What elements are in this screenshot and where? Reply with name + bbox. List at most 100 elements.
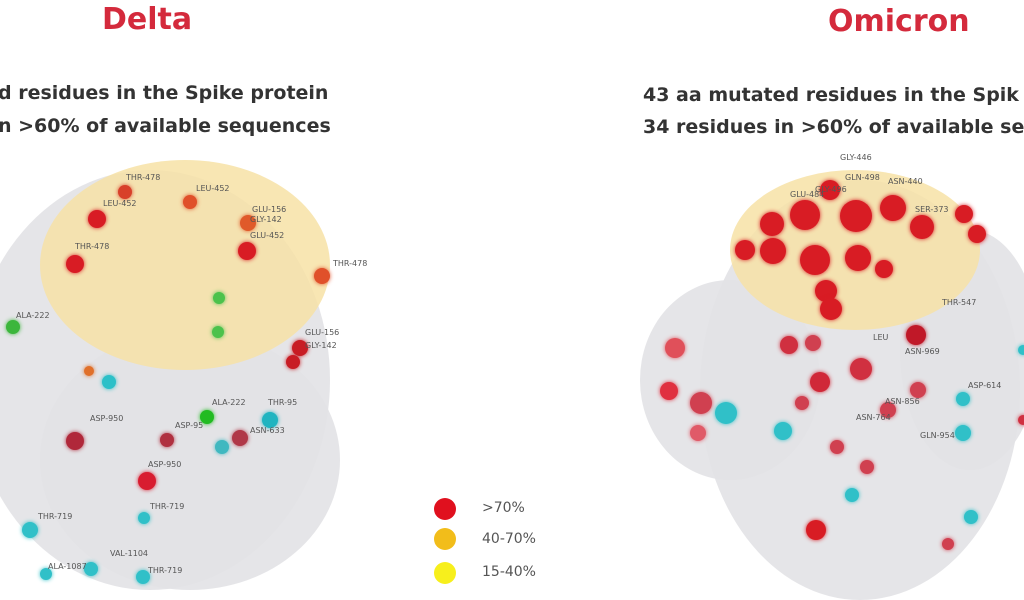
residue-label: THR-719 xyxy=(148,566,183,575)
residue-label: ASN-856 xyxy=(885,397,920,406)
residue-marker xyxy=(968,225,986,243)
residue-label: GLY-142 xyxy=(250,215,282,224)
residue-label: SER-373 xyxy=(915,205,949,214)
residue-label: ASP-950 xyxy=(90,414,124,423)
residue-label: THR-478 xyxy=(75,242,110,251)
residue-marker xyxy=(880,195,906,221)
residue-label: THR-719 xyxy=(38,512,73,521)
residue-marker xyxy=(790,200,820,230)
residue-label: GLU-156 xyxy=(305,328,340,337)
residue-marker xyxy=(660,382,678,400)
delta-subtitle-line1: d residues in the Spike protein xyxy=(0,82,329,104)
residue-marker xyxy=(6,320,20,334)
residue-marker xyxy=(665,338,685,358)
residue-marker xyxy=(955,205,973,223)
legend-dot-high xyxy=(434,498,456,520)
residue-marker xyxy=(160,433,174,447)
residue-marker xyxy=(138,512,150,524)
residue-marker xyxy=(840,200,872,232)
residue-label: THR-547 xyxy=(942,298,977,307)
residue-marker xyxy=(805,335,821,351)
residue-label: LEU-452 xyxy=(103,199,137,208)
residue-marker xyxy=(232,430,248,446)
residue-marker xyxy=(215,440,229,454)
residue-marker xyxy=(845,245,871,271)
residue-marker xyxy=(850,358,872,380)
residue-marker xyxy=(314,268,330,284)
residue-marker xyxy=(690,392,712,414)
residue-label: THR-719 xyxy=(150,502,185,511)
residue-marker xyxy=(213,292,225,304)
residue-label: LEU-452 xyxy=(196,184,230,193)
residue-marker xyxy=(795,396,809,410)
residue-marker xyxy=(238,242,256,260)
residue-marker xyxy=(183,195,197,209)
residue-label: GLU-452 xyxy=(250,231,285,240)
residue-label: THR-95 xyxy=(268,398,298,407)
residue-marker xyxy=(138,472,156,490)
omicron-subtitle-line2: 34 residues in >60% of available se xyxy=(643,116,1024,138)
residue-label: ASN-440 xyxy=(888,177,923,186)
residue-marker xyxy=(774,422,792,440)
residue-label: VAL-1104 xyxy=(110,549,148,558)
residue-label: GLY-142 xyxy=(305,341,337,350)
residue-marker xyxy=(690,425,706,441)
residue-label: ASN-764 xyxy=(856,413,891,422)
residue-label: ASP-950 xyxy=(148,460,182,469)
residue-marker xyxy=(66,255,84,273)
residue-marker xyxy=(830,440,844,454)
residue-label: GLU-484 xyxy=(790,190,825,199)
residue-marker xyxy=(910,215,934,239)
residue-label: GLU-156 xyxy=(252,205,287,214)
residue-marker xyxy=(212,326,224,338)
residue-label: ASN-633 xyxy=(250,426,285,435)
residue-label: ASP-614 xyxy=(968,381,1002,390)
omicron-subtitle-line1: 43 aa mutated residues in the Spik xyxy=(643,84,1019,106)
residue-marker xyxy=(118,185,132,199)
residue-label: LEU xyxy=(873,333,889,342)
residue-marker xyxy=(942,538,954,550)
residue-marker xyxy=(910,382,926,398)
residue-label: GLN-954 xyxy=(920,431,955,440)
residue-marker xyxy=(906,325,926,345)
residue-marker xyxy=(760,238,786,264)
residue-label: ALA-1087 xyxy=(48,562,87,571)
residue-marker xyxy=(1018,345,1024,355)
residue-label: GLN-498 xyxy=(845,173,880,182)
residue-marker xyxy=(845,488,859,502)
residue-marker xyxy=(735,240,755,260)
residue-label: ALA-222 xyxy=(212,398,246,407)
residue-marker xyxy=(286,355,300,369)
residue-label: THR-478 xyxy=(126,173,161,182)
delta-subtitle-line2: n >60% of available sequences xyxy=(0,115,331,137)
residue-label: ALA-222 xyxy=(16,311,50,320)
residue-marker xyxy=(262,412,278,428)
residue-marker xyxy=(956,392,970,406)
residue-marker xyxy=(760,212,784,236)
residue-marker xyxy=(88,210,106,228)
residue-marker xyxy=(240,215,256,231)
residue-label: ASN-969 xyxy=(905,347,940,356)
rbd-domain xyxy=(40,160,330,370)
legend-dot-low xyxy=(434,562,456,584)
delta-title: Delta xyxy=(102,2,193,37)
residue-marker xyxy=(715,402,737,424)
residue-marker xyxy=(84,366,94,376)
residue-marker xyxy=(806,520,826,540)
residue-marker xyxy=(810,372,830,392)
residue-marker xyxy=(875,260,893,278)
residue-marker xyxy=(22,522,38,538)
residue-marker xyxy=(800,245,830,275)
residue-marker xyxy=(66,432,84,450)
residue-label: THR-478 xyxy=(333,259,368,268)
residue-marker xyxy=(292,340,308,356)
residue-marker xyxy=(820,180,840,200)
residue-marker xyxy=(964,510,978,524)
residue-marker xyxy=(84,562,98,576)
omicron-title: Omicron xyxy=(828,4,970,39)
legend-label-low: 15-40% xyxy=(482,564,536,580)
residue-label: GLY-446 xyxy=(840,153,872,162)
residue-marker xyxy=(815,280,837,302)
residue-marker xyxy=(1018,415,1024,425)
residue-marker xyxy=(955,425,971,441)
